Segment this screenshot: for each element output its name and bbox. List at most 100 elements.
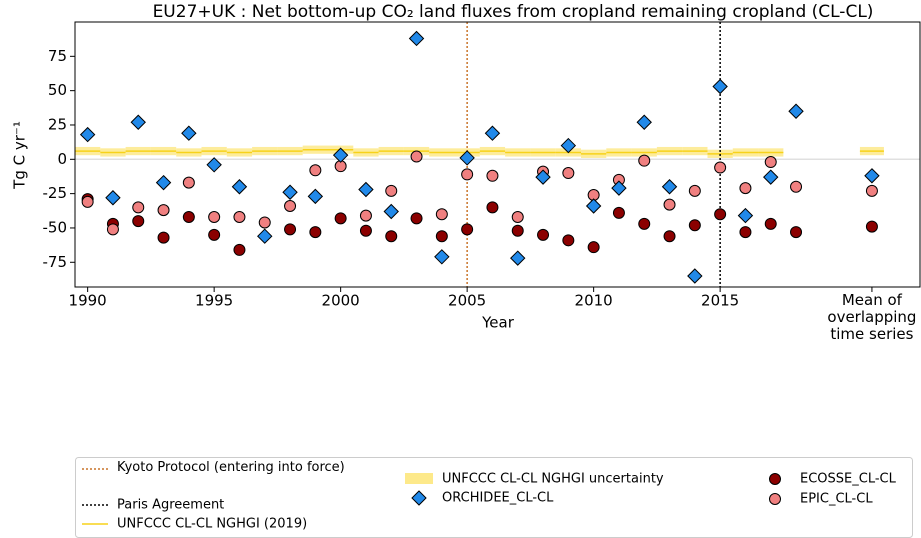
diamond-marker bbox=[585, 198, 602, 214]
circle-marker bbox=[764, 156, 777, 169]
x-axis-label: Year bbox=[481, 314, 515, 332]
diamond-marker bbox=[358, 181, 374, 198]
x-tick-label: 1995 bbox=[195, 292, 233, 310]
circle-marker bbox=[769, 493, 781, 505]
legend-label: UNFCCC CL-CL NGHGI uncertainty bbox=[442, 472, 664, 487]
circle-marker bbox=[81, 195, 94, 208]
circle-marker bbox=[537, 228, 550, 241]
circle-marker bbox=[739, 182, 752, 195]
diamond-marker bbox=[181, 125, 197, 141]
diamond-marker bbox=[763, 169, 779, 185]
diamond-marker bbox=[206, 157, 222, 173]
plot-frame bbox=[74, 21, 921, 288]
diamond-marker bbox=[459, 150, 475, 166]
circle-marker bbox=[309, 226, 322, 239]
legend-label-text: Kyoto Protocol (entering into force) bbox=[117, 460, 345, 475]
circle-marker bbox=[714, 208, 727, 221]
diamond-marker bbox=[105, 190, 121, 206]
legend-label: ORCHIDEE_CL-CL bbox=[442, 491, 554, 506]
x-tick-label: 2005 bbox=[448, 292, 486, 310]
diamond-marker bbox=[864, 168, 880, 184]
diamond-marker bbox=[535, 169, 551, 185]
y-tick-label: -25 bbox=[43, 184, 68, 202]
y-tick-label: 25 bbox=[48, 115, 67, 133]
circle-marker bbox=[865, 184, 878, 197]
diamond-marker bbox=[636, 114, 652, 130]
circle-marker bbox=[486, 169, 499, 182]
diamond-marker bbox=[231, 179, 248, 195]
legend-label: ECOSSE_CL-CL bbox=[800, 472, 897, 487]
diamond-marker bbox=[155, 174, 172, 191]
circle-marker bbox=[638, 154, 651, 167]
circle-marker bbox=[258, 216, 271, 229]
circle-marker bbox=[132, 201, 145, 214]
circle-marker bbox=[769, 473, 781, 485]
circle-marker bbox=[435, 208, 448, 221]
circle-marker bbox=[638, 217, 651, 230]
chart-title: EU27+UK : Net bottom-up CO₂ land fluxes … bbox=[153, 2, 874, 22]
legend-label: Paris Agreement bbox=[117, 498, 224, 513]
diamond-marker bbox=[687, 268, 703, 284]
circle-marker bbox=[587, 241, 600, 254]
circle-marker bbox=[688, 184, 701, 197]
diamond-marker bbox=[282, 184, 298, 200]
circle-marker bbox=[132, 215, 145, 228]
y-tick-label: -50 bbox=[43, 218, 68, 236]
diamond-marker bbox=[307, 188, 324, 205]
circle-marker bbox=[359, 224, 372, 237]
diamond-marker bbox=[411, 490, 427, 506]
circle-marker bbox=[461, 223, 474, 236]
circle-marker bbox=[612, 206, 625, 219]
diamond-marker bbox=[560, 137, 577, 154]
circle-marker bbox=[157, 231, 170, 244]
circle-marker bbox=[359, 209, 372, 222]
circle-marker bbox=[385, 230, 398, 243]
circle-marker bbox=[790, 180, 803, 193]
circle-marker bbox=[865, 220, 878, 233]
y-tick-label: -75 bbox=[43, 253, 68, 271]
x-tick-label: 2010 bbox=[575, 292, 613, 310]
diamond-marker bbox=[712, 78, 728, 95]
legend-label: Kyoto Protocol (entering into force) bbox=[117, 460, 345, 475]
diamond-marker bbox=[79, 126, 96, 143]
diamond-marker bbox=[737, 207, 754, 224]
legend-key bbox=[405, 473, 433, 484]
circle-marker bbox=[106, 223, 119, 236]
diamond-marker bbox=[257, 228, 273, 244]
circle-marker bbox=[309, 164, 322, 177]
y-tick-label: 0 bbox=[57, 150, 67, 168]
circle-marker bbox=[334, 212, 347, 225]
x-tick-label: Mean of overlapping time series bbox=[827, 292, 917, 343]
circle-marker bbox=[714, 161, 727, 174]
circle-marker bbox=[208, 228, 221, 241]
x-tick-label: 2000 bbox=[322, 292, 360, 310]
circle-marker bbox=[435, 230, 448, 243]
diamond-marker bbox=[510, 250, 526, 266]
circle-marker bbox=[182, 176, 195, 189]
y-axis-label: Tg C yr⁻¹ bbox=[11, 121, 29, 190]
diamond-marker bbox=[484, 125, 501, 141]
circle-marker bbox=[511, 224, 524, 237]
diamond-marker bbox=[332, 147, 349, 163]
circle-marker bbox=[562, 234, 575, 247]
circle-marker bbox=[157, 204, 170, 217]
circle-marker bbox=[410, 150, 423, 163]
circle-marker bbox=[284, 199, 297, 212]
diamond-marker bbox=[383, 203, 399, 220]
circle-marker bbox=[790, 226, 803, 239]
circle-marker bbox=[764, 217, 777, 230]
legend-label: EPIC_CL-CL bbox=[800, 492, 873, 507]
diamond-marker bbox=[434, 249, 450, 265]
circle-marker bbox=[511, 210, 524, 223]
circle-marker bbox=[461, 168, 474, 181]
circle-marker bbox=[208, 210, 221, 223]
circle-marker bbox=[385, 184, 398, 197]
diamond-marker bbox=[788, 103, 804, 119]
y-tick-label: 75 bbox=[48, 47, 67, 65]
x-tick-label-text: Mean of overlapping time series bbox=[827, 292, 917, 343]
legend: Paris Agreement UNFCCC CL-CL NGHGI (2019)… bbox=[82, 468, 897, 532]
circle-marker bbox=[562, 167, 575, 180]
circle-marker bbox=[486, 201, 499, 214]
diamond-marker bbox=[611, 180, 627, 196]
